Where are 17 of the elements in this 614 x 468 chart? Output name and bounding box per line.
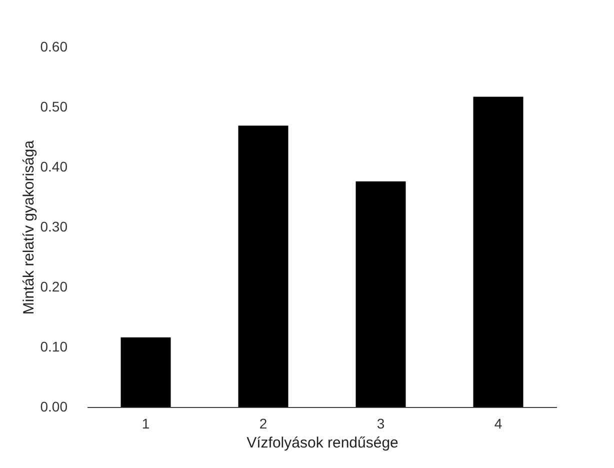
bar [356,181,406,407]
y-tick-label: 0.30 [40,218,68,234]
y-tick-label: 0.00 [40,398,68,414]
x-tick-label: 4 [494,416,502,432]
bar [120,337,171,407]
y-axis-title: Minták relatív gyakorisága [20,140,38,315]
y-tick-label: 0.20 [40,278,68,294]
y-tick-label: 0.40 [40,158,68,174]
y-tick-label: 0.50 [40,98,68,114]
x-tick-label: 2 [259,416,268,432]
x-tick-label: 3 [376,416,385,432]
x-axis-title: Vízfolyások rendűsége [246,434,398,452]
y-tick-label: 0.60 [40,38,68,54]
bar [238,126,288,407]
y-tick-label: 0.10 [40,338,68,354]
bar [473,96,524,407]
x-tick-label: 1 [142,416,150,432]
